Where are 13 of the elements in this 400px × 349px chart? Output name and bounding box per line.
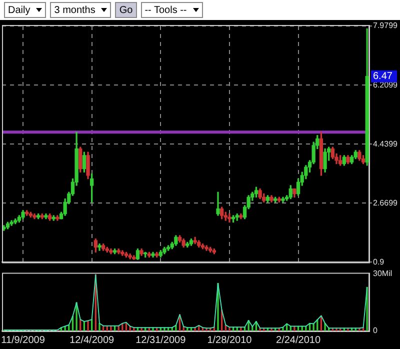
y-tick-label: 0: [373, 326, 378, 336]
x-tick-label: 12/31/2009: [136, 334, 186, 346]
y-tick-label: 7.9799: [373, 21, 398, 30]
y-tick-label: 4.4399: [373, 139, 398, 148]
y-tick-label: 30Mil: [373, 269, 392, 278]
y-tick-label: 0.9: [373, 257, 385, 266]
x-tick-label: 1/28/2010: [207, 334, 252, 346]
y-tick-label: 2.6699: [373, 198, 398, 208]
y-tick-label: 6.2099: [373, 80, 398, 90]
annotation: 6.47: [373, 71, 393, 82]
x-tick-label: 12/4/2009: [70, 334, 115, 346]
x-tick-label: 11/9/2009: [1, 334, 46, 346]
x-tick-label: 2/24/2010: [276, 334, 321, 346]
